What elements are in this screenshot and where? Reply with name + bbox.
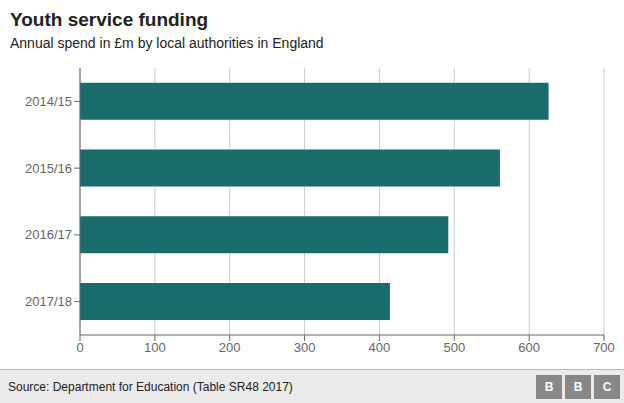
svg-text:500: 500 — [443, 340, 465, 355]
html-text:Source: Department for Educati: Source: Department for Education (Table … — [8, 379, 293, 394]
html-text:Annual spend in £m by local au: Annual spend in £m by local authorities … — [10, 35, 324, 51]
svg-text:400: 400 — [369, 340, 391, 355]
html-text:C: C — [602, 379, 612, 394]
svg-text:2014/15: 2014/15 — [25, 94, 72, 109]
svg-text:0: 0 — [76, 340, 83, 355]
svg-text:2015/16: 2015/16 — [25, 161, 72, 176]
html-text:B: B — [544, 379, 554, 394]
html-text:B: B — [573, 379, 583, 394]
svg-text:700: 700 — [593, 340, 615, 355]
svg-text:200: 200 — [219, 340, 241, 355]
svg-text:2017/18: 2017/18 — [25, 294, 72, 309]
html-text:Youth service funding: Youth service funding — [10, 9, 209, 30]
svg-text:600: 600 — [518, 340, 540, 355]
svg-text:2016/17: 2016/17 — [25, 227, 72, 242]
svg-text:300: 300 — [294, 340, 316, 355]
svg-text:100: 100 — [144, 340, 166, 355]
